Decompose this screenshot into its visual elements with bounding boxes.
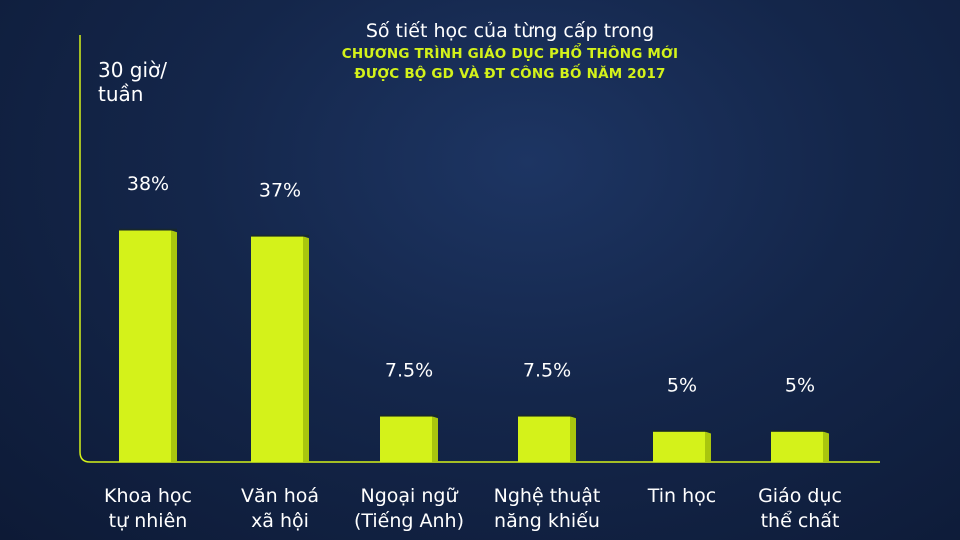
- y-axis-unit-label: 30 giờ/ tuần: [98, 58, 188, 106]
- bar-top-edge: [518, 414, 576, 417]
- bar-top-edge: [771, 430, 829, 432]
- bar: [251, 236, 303, 462]
- category-label: (Tiếng Anh): [354, 510, 464, 532]
- bar-side: [823, 431, 829, 462]
- chart-subtitle-line-2: ĐƯỢC BỘ GD VÀ ĐT CÔNG BỐ NĂM 2017: [354, 66, 666, 82]
- category-label: Ngoại ngữ: [360, 485, 458, 507]
- data-label: 7.5%: [523, 359, 571, 381]
- bar-side: [570, 416, 576, 462]
- bar-top-edge: [119, 228, 177, 231]
- category-label: thể chất: [761, 510, 840, 532]
- bar: [771, 431, 823, 462]
- category-label: tự nhiên: [109, 510, 188, 532]
- category-label: xã hội: [251, 510, 309, 532]
- category-label: Tin học: [647, 485, 717, 507]
- bar: [518, 416, 570, 462]
- category-label: năng khiếu: [494, 510, 600, 532]
- bar: [119, 230, 171, 462]
- bar-side: [705, 431, 711, 462]
- unit-line-2: tuần: [98, 82, 144, 106]
- category-label: Nghệ thuật: [494, 485, 601, 507]
- category-label: Văn hoá: [241, 485, 319, 507]
- data-label: 38%: [127, 173, 169, 195]
- bar: [380, 416, 432, 462]
- category-label: Khoa học: [104, 485, 192, 507]
- data-label: 37%: [259, 179, 301, 201]
- bar-side: [303, 236, 309, 462]
- chart-title: Số tiết học của từng cấp trong: [365, 20, 655, 42]
- category-label: Giáo dục: [758, 485, 842, 507]
- bar-top-edge: [380, 414, 438, 417]
- bar-top-edge: [251, 234, 309, 237]
- bar-side: [171, 230, 177, 462]
- bar-side: [432, 416, 438, 462]
- axis-line: [79, 35, 880, 463]
- chart-subtitle-line-1: CHƯƠNG TRÌNH GIÁO DỤC PHỔ THÔNG MỚI: [341, 46, 679, 62]
- bar: [653, 431, 705, 462]
- data-label: 5%: [785, 375, 815, 397]
- unit-line-1: 30 giờ/: [98, 58, 168, 82]
- data-label: 5%: [667, 375, 697, 397]
- bar-top-edge: [653, 430, 711, 432]
- data-label: 7.5%: [385, 359, 433, 381]
